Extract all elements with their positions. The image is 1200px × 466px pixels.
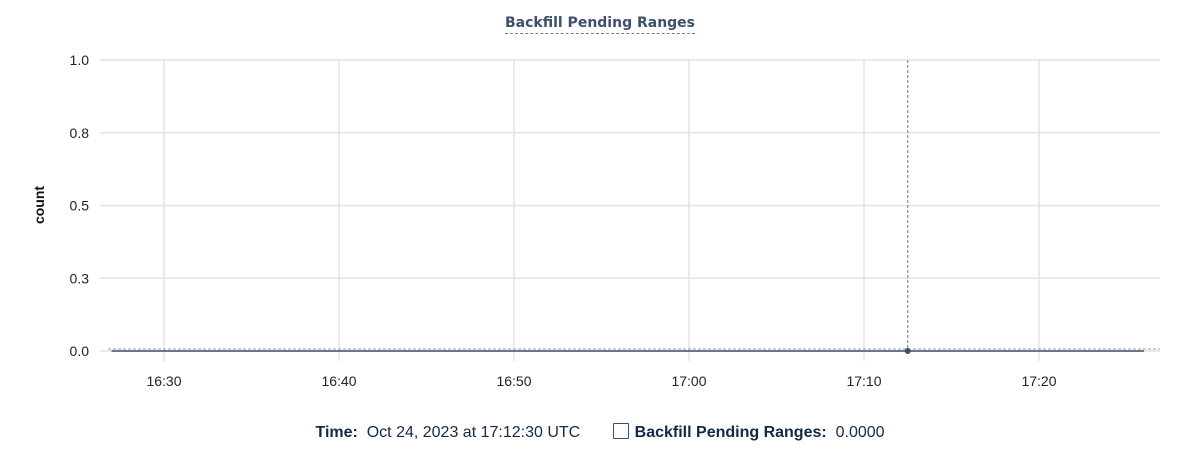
- chart-title-text: Backfill Pending Ranges: [504, 15, 696, 34]
- series-checkbox[interactable]: [612, 423, 629, 439]
- x-tick-label: 16:40: [321, 373, 356, 389]
- series-value: 0.0000: [835, 424, 885, 441]
- series-label: Backfill Pending Ranges:: [634, 424, 827, 441]
- time-value: Oct 24, 2023 at 17:12:30 UTC: [366, 424, 581, 441]
- x-tick-label: 17:20: [1021, 373, 1056, 389]
- x-tick-label: 16:50: [496, 373, 531, 389]
- y-tick-label: 0.5: [70, 198, 90, 214]
- y-tick-label: 0.0: [70, 343, 90, 359]
- x-tick-label: 17:10: [846, 373, 881, 389]
- time-label: Time:: [315, 424, 358, 441]
- legend: Time: Oct 24, 2023 at 17:12:30 UTC Backf…: [0, 423, 1200, 442]
- y-tick-label: 1.0: [70, 52, 90, 68]
- hover-point: [904, 348, 911, 354]
- x-tick-label: 17:00: [671, 373, 706, 389]
- chart-title[interactable]: Backfill Pending Ranges: [0, 15, 1200, 34]
- y-axis-label: count: [31, 186, 47, 224]
- y-tick-label: 0.3: [70, 270, 90, 286]
- y-tick-label: 0.8: [70, 125, 90, 141]
- x-tick-label: 16:30: [146, 373, 181, 389]
